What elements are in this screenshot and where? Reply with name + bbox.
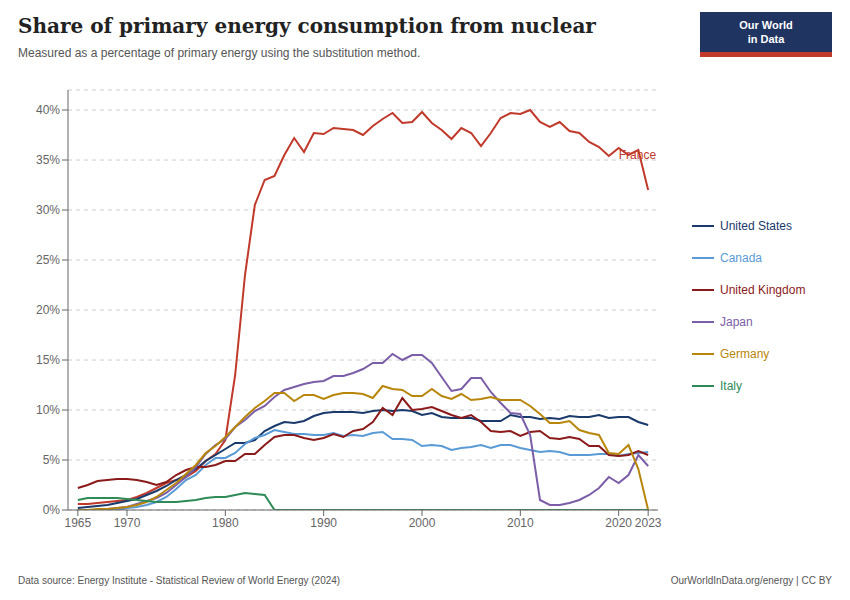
svg-text:France: France bbox=[619, 148, 657, 162]
html-text:Measured as a percentage of pr: Measured as a percentage of primary ener… bbox=[18, 46, 421, 60]
svg-text:1965: 1965 bbox=[64, 516, 91, 530]
html-text:Canada: Canada bbox=[720, 251, 762, 265]
svg-text:10%: 10% bbox=[36, 403, 60, 417]
svg-text:2000: 2000 bbox=[409, 516, 436, 530]
svg-text:1980: 1980 bbox=[212, 516, 239, 530]
html-text:OurWorldInData.org/energy | CC: OurWorldInData.org/energy | CC BY bbox=[670, 575, 832, 586]
html-text:United States: United States bbox=[720, 219, 792, 233]
html-text:in Data: in Data bbox=[747, 33, 785, 45]
html-text:Our World: Our World bbox=[739, 19, 793, 31]
svg-text:2020: 2020 bbox=[605, 516, 632, 530]
svg-text:20%: 20% bbox=[36, 303, 60, 317]
html-text:Share of primary energy consum: Share of primary energy consumption from… bbox=[18, 14, 596, 38]
html-text:Japan: Japan bbox=[720, 315, 753, 329]
html-text:Data source: Energy Institute: Data source: Energy Institute - Statisti… bbox=[18, 575, 341, 586]
svg-text:2010: 2010 bbox=[507, 516, 534, 530]
svg-text:25%: 25% bbox=[36, 253, 60, 267]
svg-text:2023: 2023 bbox=[635, 516, 662, 530]
svg-text:35%: 35% bbox=[36, 153, 60, 167]
html-text:United Kingdom: United Kingdom bbox=[720, 283, 806, 297]
svg-text:30%: 30% bbox=[36, 203, 60, 217]
html-text:Germany: Germany bbox=[720, 347, 770, 361]
svg-text:15%: 15% bbox=[36, 353, 60, 367]
svg-text:0%: 0% bbox=[43, 503, 61, 517]
svg-text:1970: 1970 bbox=[114, 516, 141, 530]
svg-text:40%: 40% bbox=[36, 103, 60, 117]
svg-text:5%: 5% bbox=[43, 453, 61, 467]
svg-text:1990: 1990 bbox=[310, 516, 337, 530]
html-text:Italy: Italy bbox=[720, 379, 742, 393]
